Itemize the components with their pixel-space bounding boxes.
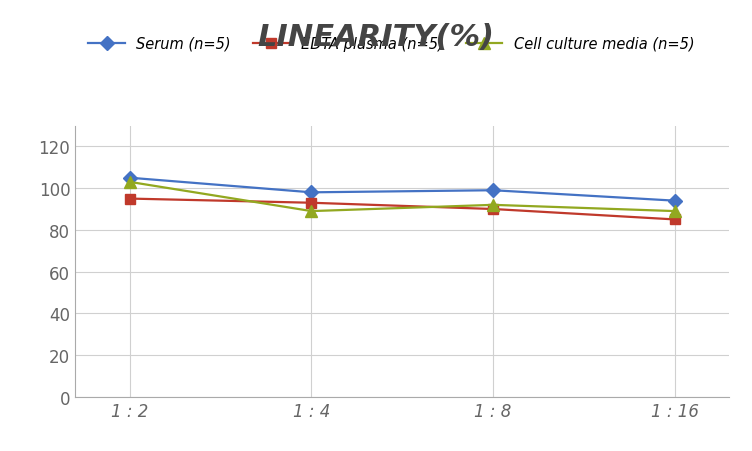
Serum (n=5) (489, 188, 498, 193)
EDTA plasma (n=5) (307, 201, 316, 206)
Line: Serum (n=5): Serum (n=5) (125, 174, 680, 206)
Serum (n=5) (307, 190, 316, 196)
EDTA plasma (n=5) (125, 197, 134, 202)
Line: EDTA plasma (n=5): EDTA plasma (n=5) (125, 194, 680, 225)
Cell culture media (n=5) (125, 180, 134, 185)
Cell culture media (n=5) (671, 209, 680, 214)
EDTA plasma (n=5) (671, 217, 680, 223)
Serum (n=5) (671, 198, 680, 204)
Line: Cell culture media (n=5): Cell culture media (n=5) (124, 177, 681, 217)
Text: LINEARITY(%): LINEARITY(%) (257, 23, 495, 51)
Cell culture media (n=5) (307, 209, 316, 214)
Serum (n=5) (125, 175, 134, 181)
EDTA plasma (n=5) (489, 207, 498, 212)
Cell culture media (n=5) (489, 202, 498, 208)
Legend: Serum (n=5), EDTA plasma (n=5), Cell culture media (n=5): Serum (n=5), EDTA plasma (n=5), Cell cul… (83, 31, 700, 57)
